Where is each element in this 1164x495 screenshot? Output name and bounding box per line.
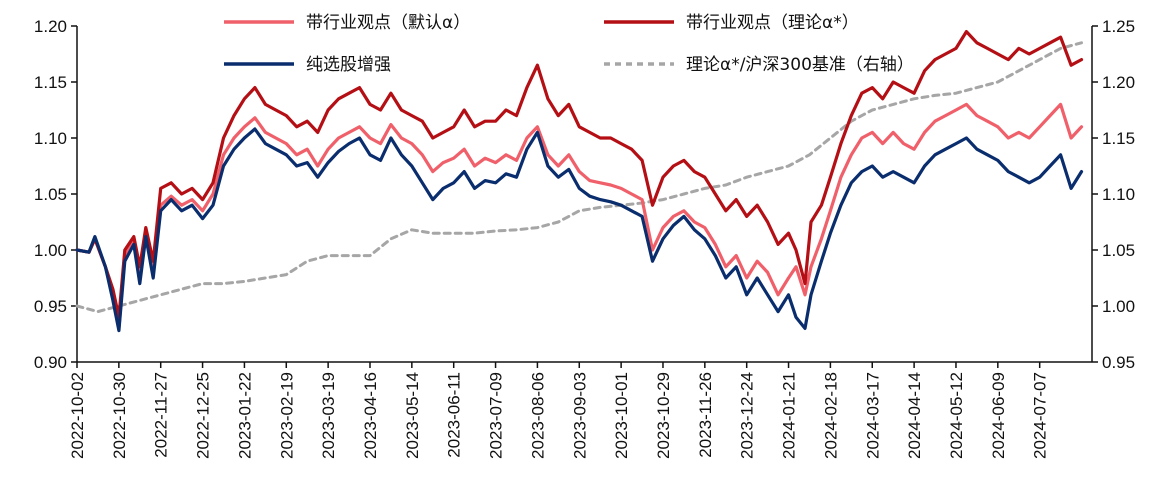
x-tick-label: 2024-06-09 <box>989 372 1008 459</box>
left-y-tick-label: 1.00 <box>34 241 67 260</box>
x-tick-label: 2023-07-09 <box>487 372 506 459</box>
x-tick-label: 2024-02-18 <box>821 372 840 459</box>
x-tick-label: 2023-10-01 <box>612 372 631 459</box>
x-tick-label: 2024-04-14 <box>905 372 924 459</box>
right-y-axis-ticks: 0.95 1.00 1.05 1.10 1.15 1.20 1.25 <box>1092 17 1135 372</box>
x-tick-label: 2024-07-07 <box>1031 372 1050 459</box>
left-y-tick-label: 1.05 <box>34 185 67 204</box>
plot-area: 0.90 0.95 1.00 1.05 1.10 1.15 1.20 0.95 1.00 1.0… <box>34 17 1135 459</box>
x-tick-label: 2023-06-11 <box>445 372 464 458</box>
series-line-2 <box>75 127 1084 333</box>
x-tick-label: 2023-02-19 <box>277 372 296 459</box>
legend: 带行业观点（默认α） 带行业观点（理论α*） 纯选股增强 理论α*/沪深300基准（右… <box>224 13 914 75</box>
left-y-tick-label: 1.10 <box>34 129 67 148</box>
x-tick-label: 2023-12-24 <box>738 372 757 459</box>
x-tick-label: 2023-01-22 <box>235 372 254 459</box>
x-tick-label: 2024-05-12 <box>947 372 966 459</box>
series-line-1 <box>75 30 1084 319</box>
left-y-tick-label: 0.90 <box>34 353 67 372</box>
series-line-0 <box>75 102 1084 330</box>
x-tick-label: 2023-08-06 <box>528 372 547 459</box>
right-y-tick-label: 1.20 <box>1102 73 1135 92</box>
x-tick-label: 2023-05-14 <box>403 372 422 459</box>
right-y-tick-label: 1.15 <box>1102 129 1135 148</box>
x-tick-label: 2023-04-16 <box>361 372 380 459</box>
x-tick-label: 2023-11-26 <box>696 372 715 458</box>
legend-label-2: 纯选股增强 <box>306 55 391 75</box>
x-tick-label: 2023-10-29 <box>654 372 673 459</box>
x-tick-label: 2023-09-03 <box>570 372 589 459</box>
legend-label-0: 带行业观点（默认α） <box>306 13 470 33</box>
right-y-tick-label: 1.00 <box>1102 297 1135 316</box>
left-y-tick-label: 1.20 <box>34 17 67 36</box>
left-y-tick-label: 1.15 <box>34 73 67 92</box>
x-axis-ticks: 2022-10-02 2022-10-30 2022-11-27 2022-12-25… <box>68 362 1050 459</box>
x-tick-label: 2024-01-21 <box>780 372 799 459</box>
right-y-tick-label: 1.10 <box>1102 185 1135 204</box>
right-y-tick-label: 1.05 <box>1102 241 1135 260</box>
x-tick-label: 2024-03-17 <box>863 372 882 459</box>
left-y-tick-label: 0.95 <box>34 297 67 316</box>
x-tick-label: 2023-03-19 <box>319 372 338 459</box>
x-tick-label: 2022-11-27 <box>152 372 171 458</box>
x-tick-label: 2022-10-02 <box>68 372 87 459</box>
left-y-axis-ticks: 0.90 0.95 1.00 1.05 1.10 1.15 1.20 <box>34 17 77 372</box>
series-line-3 <box>75 41 1083 314</box>
right-y-tick-label: 1.25 <box>1102 17 1135 36</box>
series-layer <box>75 30 1084 333</box>
legend-label-3: 理论α*/沪深300基准（右轴） <box>686 55 914 75</box>
x-tick-label: 2022-12-25 <box>194 372 213 459</box>
x-tick-label: 2022-10-30 <box>110 372 129 459</box>
right-y-tick-label: 0.95 <box>1102 353 1135 372</box>
legend-label-1: 带行业观点（理论α*） <box>686 13 859 33</box>
